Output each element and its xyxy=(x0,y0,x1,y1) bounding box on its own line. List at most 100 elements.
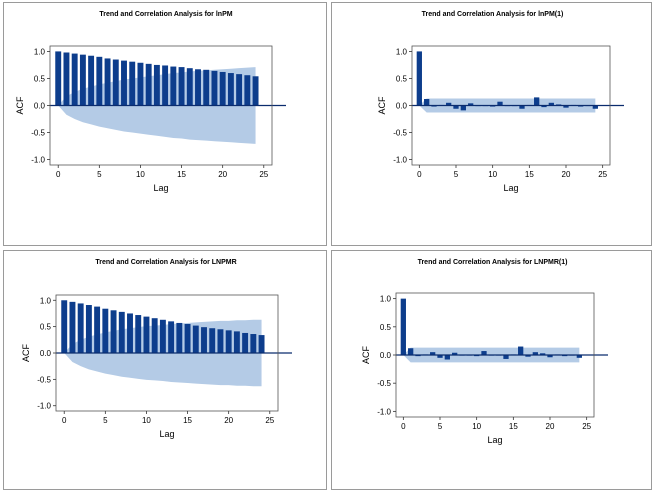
y-tick-label: 1.0 xyxy=(40,296,52,305)
acf-bar-lag-4 xyxy=(94,306,101,353)
acf-bar-lag-7 xyxy=(468,103,474,106)
acf-bar-lag-22 xyxy=(242,332,249,353)
x-tick-label: 15 xyxy=(183,416,192,425)
y-axis-label: ACF xyxy=(21,343,31,362)
y-tick-label: 0.5 xyxy=(380,323,392,332)
acf-bar-lag-2 xyxy=(71,53,78,106)
acf-chart-lnpmr-diff: Trend and Correlation Analysis for LNPMR… xyxy=(361,259,608,445)
acf-bar-lag-5 xyxy=(96,56,103,106)
acf-bar-lag-18 xyxy=(532,352,538,355)
x-tick-label: 0 xyxy=(62,416,67,425)
acf-bar-lag-23 xyxy=(250,334,257,353)
acf-bar-lag-14 xyxy=(503,355,509,359)
acf-bar-lag-22 xyxy=(236,74,243,106)
acf-bar-lag-23 xyxy=(244,75,251,106)
x-tick-label: 25 xyxy=(259,170,268,179)
acf-bar-lag-21 xyxy=(227,73,234,106)
x-axis-label: Lag xyxy=(159,429,174,439)
acf-bar-lag-18 xyxy=(203,69,210,106)
acf-bar-lag-16 xyxy=(534,97,540,106)
acf-bar-lag-7 xyxy=(112,59,119,106)
acf-bar-lag-15 xyxy=(178,67,185,106)
acf-bar-lag-4 xyxy=(446,102,452,106)
acf-bar-lag-20 xyxy=(547,355,553,358)
acf-bar-lag-10 xyxy=(143,316,150,353)
y-tick-label: 0.0 xyxy=(34,102,46,111)
acf-bar-lag-11 xyxy=(481,351,487,355)
acf-bar-lag-12 xyxy=(153,64,160,106)
acf-bar-lag-15 xyxy=(184,324,191,353)
acf-bar-lag-7 xyxy=(118,311,125,353)
acf-bar-lag-3 xyxy=(79,54,86,106)
acf-bar-lag-10 xyxy=(137,62,144,106)
acf-bar-lag-24 xyxy=(258,335,265,353)
x-tick-label: 10 xyxy=(488,170,497,179)
y-tick-label: 1.0 xyxy=(380,295,392,304)
y-tick-label: -1.0 xyxy=(31,156,45,165)
acf-bar-lag-21 xyxy=(233,331,240,353)
acf-bar-lag-13 xyxy=(168,321,175,353)
acf-bar-lag-19 xyxy=(540,353,546,355)
y-axis-label: ACF xyxy=(361,345,371,364)
x-tick-label: 10 xyxy=(142,416,151,425)
chart-title: Trend and Correlation Analysis for LNPMR… xyxy=(418,259,568,266)
x-tick-label: 5 xyxy=(438,422,443,431)
x-axis-label: Lag xyxy=(503,183,518,193)
acf-bar-lag-4 xyxy=(88,55,95,106)
acf-bar-lag-0 xyxy=(416,51,422,106)
acf-bar-lag-17 xyxy=(201,327,207,353)
chart-title: Trend and Correlation Analysis for lnPM xyxy=(99,11,232,18)
acf-bar-lag-12 xyxy=(159,319,166,353)
y-tick-label: 1.0 xyxy=(396,47,408,56)
x-tick-label: 5 xyxy=(97,170,102,179)
acf-bar-lag-0 xyxy=(55,51,62,106)
acf-bar-lag-6 xyxy=(460,105,466,111)
y-tick-label: 0.5 xyxy=(396,74,408,83)
acf-bar-lag-14 xyxy=(170,66,177,106)
acf-bar-lag-1 xyxy=(424,99,430,106)
acf-bar-lag-24 xyxy=(576,355,582,358)
acf-bar-lag-2 xyxy=(77,303,84,353)
acf-bar-lag-0 xyxy=(61,300,68,353)
acf-bar-lag-1 xyxy=(69,301,76,353)
acf-bar-lag-18 xyxy=(209,328,216,353)
acf-bar-lag-16 xyxy=(186,68,193,106)
acf-bar-lag-4 xyxy=(430,352,436,355)
acf-bar-lag-11 xyxy=(151,318,158,353)
acf-bar-lag-9 xyxy=(129,61,136,106)
y-tick-label: -1.0 xyxy=(37,402,51,411)
acf-panel-lnpm: Trend and Correlation Analysis for lnPM 1… xyxy=(3,2,327,246)
x-tick-label: 5 xyxy=(103,416,108,425)
y-tick-label: 0.0 xyxy=(396,102,408,111)
acf-chart-lnpm: Trend and Correlation Analysis for lnPM 1… xyxy=(15,11,286,193)
acf-bar-lag-6 xyxy=(444,355,450,360)
acf-chart-lnpm-diff: Trend and Correlation Analysis for lnPM(… xyxy=(377,11,624,193)
y-tick-label: 0.0 xyxy=(380,351,392,360)
acf-bar-lag-7 xyxy=(452,352,458,355)
x-tick-label: 20 xyxy=(218,170,227,179)
x-tick-label: 20 xyxy=(224,416,233,425)
x-axis-label: Lag xyxy=(153,183,168,193)
x-tick-label: 15 xyxy=(509,422,518,431)
acf-bar-lag-5 xyxy=(102,308,109,353)
chart-title: Trend and Correlation Analysis for LNPMR xyxy=(95,259,236,266)
acf-bar-lag-1 xyxy=(408,348,414,355)
acf-bar-lag-17 xyxy=(541,105,547,108)
y-tick-label: -1.0 xyxy=(393,156,407,165)
acf-bar-lag-13 xyxy=(162,65,169,106)
x-tick-label: 25 xyxy=(582,422,591,431)
acf-bar-lag-8 xyxy=(121,60,127,106)
acf-bar-lag-24 xyxy=(252,76,259,106)
y-axis-label: ACF xyxy=(15,96,25,115)
y-tick-label: 1.0 xyxy=(34,47,46,56)
acf-bar-lag-14 xyxy=(176,322,183,353)
acf-panel-lnpm-diff: Trend and Correlation Analysis for lnPM(… xyxy=(331,2,652,246)
acf-panel-lnpmr: Trend and Correlation Analysis for LNPMR… xyxy=(3,250,327,490)
acf-bar-lag-19 xyxy=(217,329,224,353)
acf-bar-lag-11 xyxy=(145,63,152,106)
acf-bar-lag-9 xyxy=(135,315,142,353)
acf-bar-lag-20 xyxy=(219,71,226,106)
acf-bar-lag-5 xyxy=(437,355,443,358)
acf-bar-lag-16 xyxy=(518,346,524,355)
acf-bar-lag-24 xyxy=(592,105,598,109)
